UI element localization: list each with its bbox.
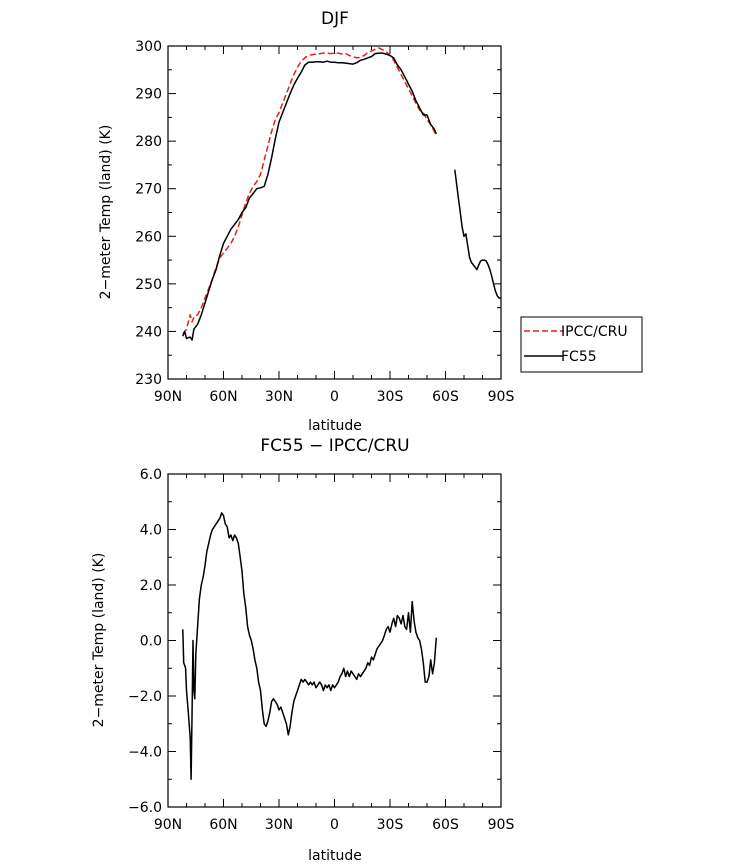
x-tick-label: 60S — [432, 817, 459, 833]
y-tick-label: 240 — [135, 324, 162, 340]
legend-label-ipcc-cru: IPCC/CRU — [561, 324, 628, 340]
series-line-fc55 — [454, 169, 501, 299]
x-tick-label: 30S — [377, 389, 404, 405]
chart-difference: FC55 − IPCC/CRU 90N 60N 30N 0 30S 60S 90S −6.0… — [91, 436, 514, 864]
y-tick-label: 0.0 — [140, 634, 162, 650]
x-tick-label: 30S — [377, 817, 404, 833]
x-tick-labels: 90N 60N 30N 0 30S 60S 90S — [154, 817, 515, 833]
legend: IPCC/CRU FC55 — [520, 316, 643, 373]
x-tick-label: 90S — [488, 817, 515, 833]
x-tick-label: 90N — [154, 817, 182, 833]
plot-frame — [167, 473, 502, 808]
y-tick-label: 4.0 — [140, 523, 162, 539]
x-axis-label: latitude — [308, 848, 362, 864]
x-tick-label: 60N — [209, 817, 237, 833]
y-tick-label: 250 — [135, 277, 162, 293]
y-tick-labels: −6.0 −4.0 −2.0 0.0 2.0 4.0 6.0 — [128, 467, 162, 816]
y-tick-label: 270 — [135, 182, 162, 198]
chart-title: FC55 − IPCC/CRU — [260, 436, 409, 456]
tick-marks — [167, 473, 502, 808]
x-tick-label: 90N — [154, 389, 182, 405]
y-tick-label: 300 — [135, 39, 162, 55]
legend-box — [520, 316, 643, 373]
series-group — [182, 512, 438, 781]
y-tick-label: −2.0 — [128, 689, 162, 705]
series-line-fc55 — [182, 52, 437, 341]
y-tick-label: 6.0 — [140, 467, 162, 483]
series-line-ipcc-cru — [182, 47, 437, 335]
x-tick-label: 90S — [488, 389, 515, 405]
x-tick-label: 60S — [432, 389, 459, 405]
chart-djf: DJF 90N 60N 30N 0 30S 60S 90S 2302402502602702… — [98, 9, 514, 434]
x-axis-label: latitude — [308, 418, 362, 434]
y-tick-label: −4.0 — [128, 745, 162, 761]
y-tick-label: 2.0 — [140, 578, 162, 594]
tick-marks — [167, 45, 502, 380]
y-tick-labels: 230 240 250 260 270 280 290 300 — [135, 39, 162, 388]
x-tick-label: 0 — [330, 389, 339, 405]
x-tick-labels: 90N 60N 30N 0 30S 60S 90S — [154, 389, 515, 405]
legend-label-fc55: FC55 — [561, 349, 597, 365]
y-tick-label: −6.0 — [128, 800, 162, 816]
chart-title: DJF — [321, 9, 349, 29]
x-tick-label: 30N — [265, 817, 293, 833]
y-tick-label: 230 — [135, 372, 162, 388]
x-tick-label: 0 — [330, 817, 339, 833]
x-tick-label: 60N — [209, 389, 237, 405]
plot-frame — [167, 45, 502, 380]
y-tick-label: 280 — [135, 134, 162, 150]
series-line-difference — [182, 512, 438, 781]
series-group — [182, 47, 501, 341]
y-tick-label: 290 — [135, 87, 162, 103]
x-tick-label: 30N — [265, 389, 293, 405]
y-tick-label: 260 — [135, 229, 162, 245]
y-axis-label: 2−meter Temp (land) (K) — [98, 125, 114, 300]
y-axis-label: 2−meter Temp (land) (K) — [91, 553, 107, 728]
